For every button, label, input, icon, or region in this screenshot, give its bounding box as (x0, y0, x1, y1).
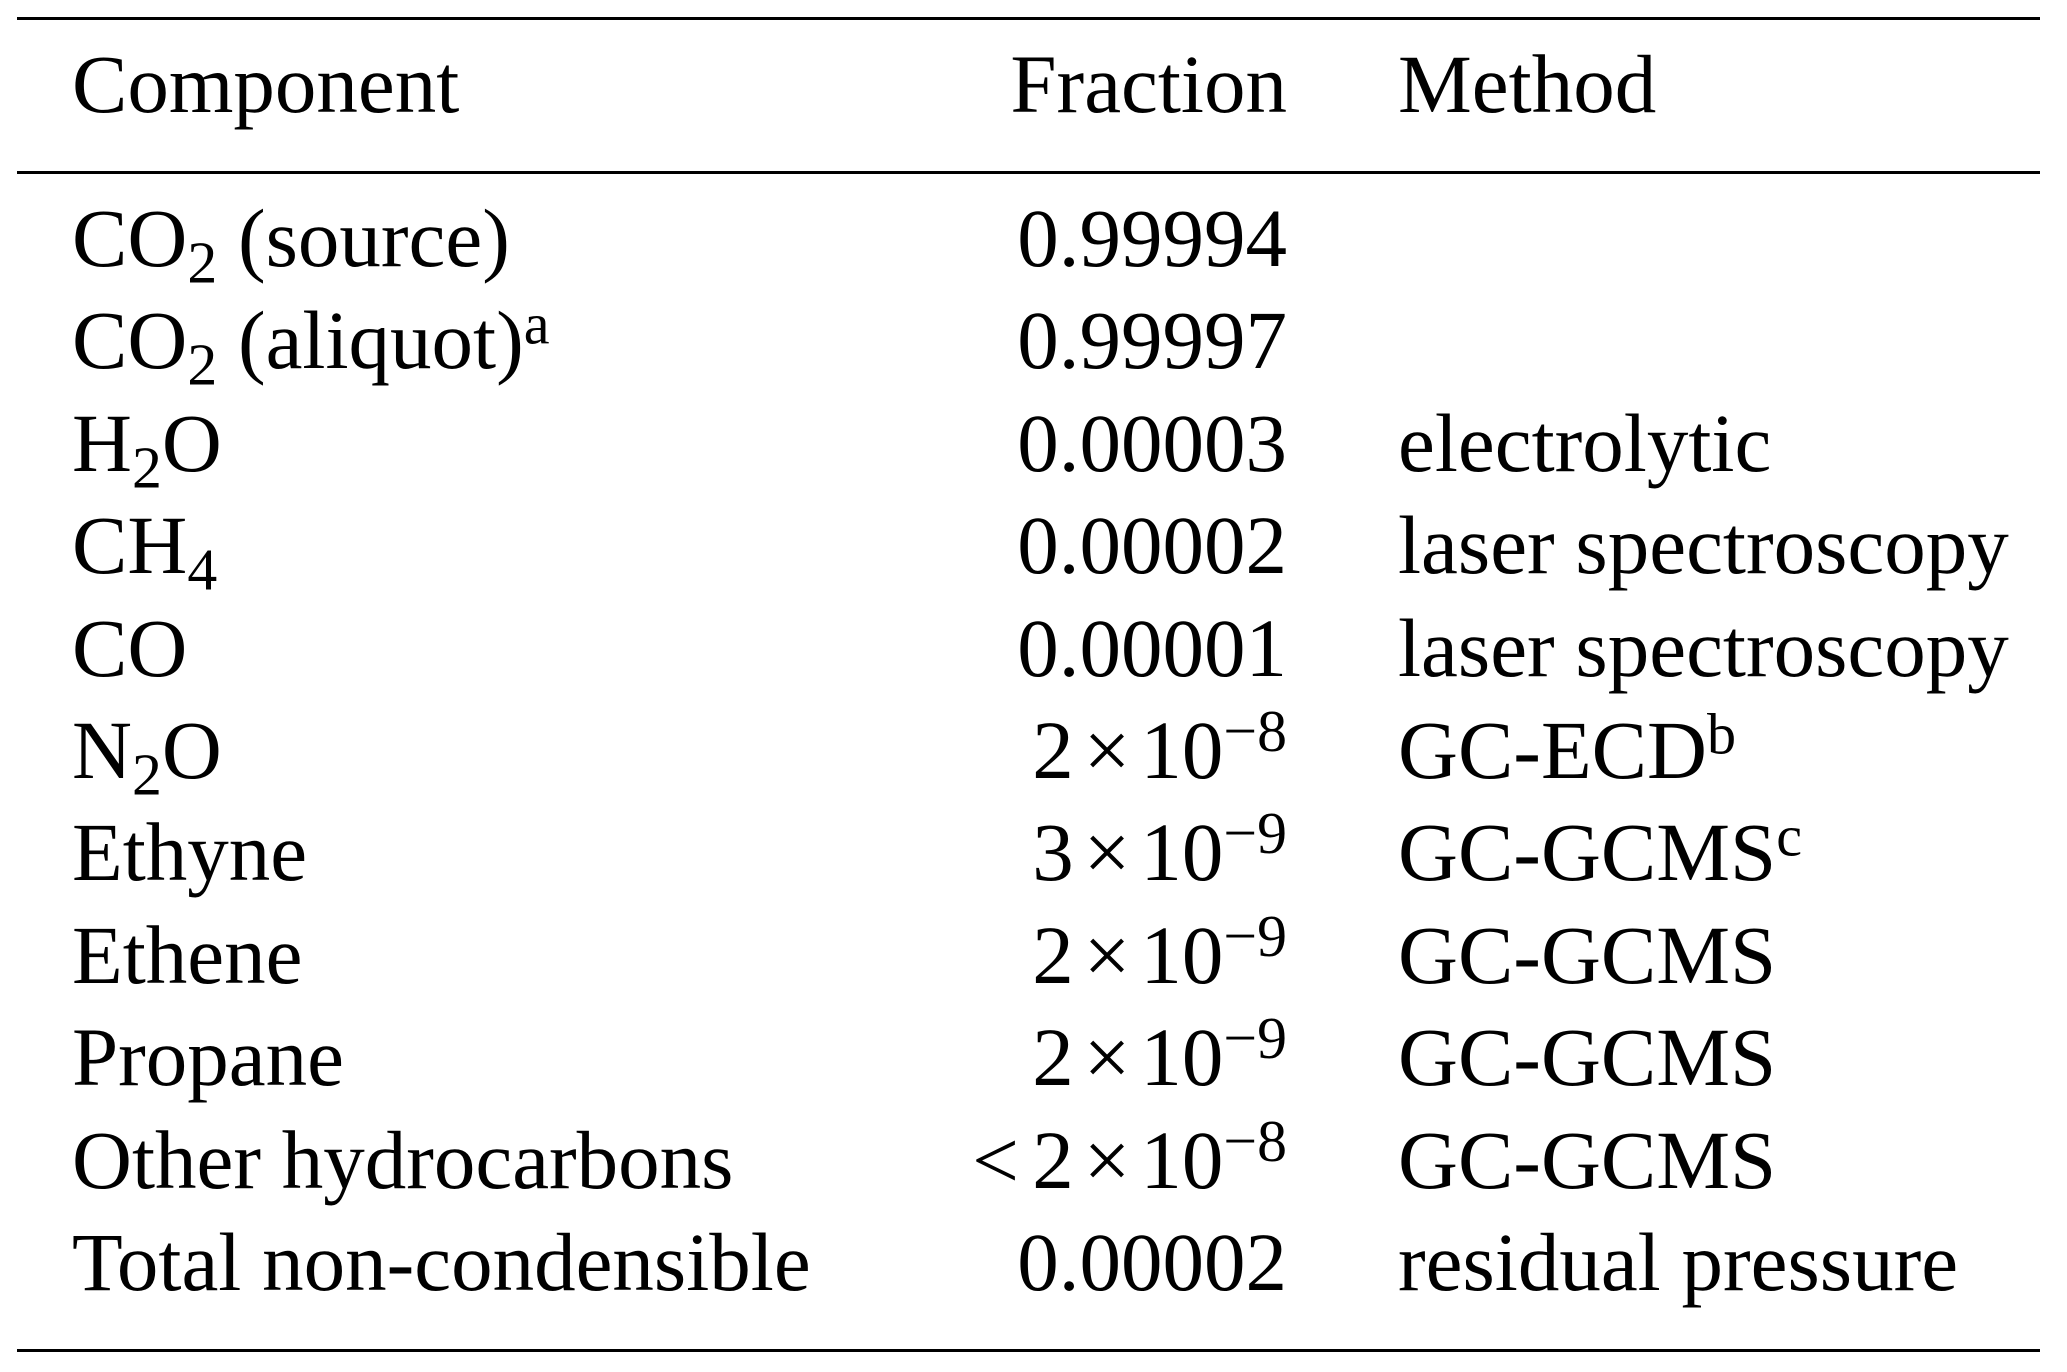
component-name: Ethyne (72, 806, 308, 898)
component-suffix: (aliquot) (217, 294, 524, 386)
base: 10 (1140, 704, 1224, 796)
fraction-cell: 0.00001 (1017, 607, 1287, 690)
times-sign: × (1083, 806, 1131, 898)
method-text: GC-GCMS (1398, 909, 1777, 1001)
component-cell: CO2 (aliquot)a (72, 295, 550, 395)
exponent: −9 (1223, 903, 1287, 970)
exponent: −9 (1223, 800, 1287, 867)
subscript: 2 (187, 331, 218, 398)
component-name: CO (72, 192, 188, 284)
fraction-cell: 2 × 10−8 (1032, 701, 1287, 792)
fraction-cell: 2 × 10−9 (1032, 906, 1287, 997)
component-cell: CO2 (source) (72, 197, 510, 293)
component-name: Other hydrocarbons (72, 1114, 734, 1206)
component-name: CH (72, 499, 188, 591)
times-sign: × (1083, 909, 1131, 1001)
component-cell: CH4 (72, 504, 217, 600)
component-name: CO (72, 294, 188, 386)
component-cell: Ethene (72, 914, 302, 997)
footnote-marker: a (523, 291, 550, 357)
component-name: Propane (72, 1011, 344, 1103)
component-cell: N2O (72, 709, 222, 805)
bottom-rule (17, 1349, 2040, 1352)
fraction-value: 0.00002 (1017, 1216, 1287, 1308)
fraction-cell: 0.99997 (1017, 299, 1287, 382)
subscript: 2 (131, 434, 162, 501)
header-rule (17, 171, 2040, 174)
exponent: −8 (1223, 698, 1287, 765)
subscript: 2 (187, 229, 218, 296)
times-sign: × (1083, 1114, 1131, 1206)
fraction-value: 0.00002 (1017, 499, 1287, 591)
fraction-value: 0.00001 (1017, 602, 1287, 694)
method-cell: GC-GCMSc (1398, 807, 1802, 894)
base: 10 (1140, 806, 1224, 898)
fraction-value: 0.99997 (1017, 294, 1287, 386)
header-method: Method (1398, 38, 1657, 130)
component-name: CO (72, 602, 188, 694)
fraction-cell: 2 × 10−9 (1032, 1008, 1287, 1099)
subscript: 4 (187, 536, 218, 603)
fraction-cell: 0.99994 (1017, 197, 1287, 280)
method-cell: GC-GCMS (1398, 914, 1776, 997)
subscript: 2 (131, 741, 162, 808)
component-suffix: (source) (217, 192, 510, 284)
fraction-cell: <2 × 10−8 (972, 1111, 1287, 1202)
method-text: electrolytic (1398, 397, 1772, 489)
method-text: GC-GCMS (1398, 1114, 1777, 1206)
component-cell: CO (72, 607, 187, 690)
component-cell: Propane (72, 1016, 344, 1099)
header-component: Component (72, 38, 460, 130)
method-cell: laser spectroscopy (1398, 504, 2009, 587)
component-cell: Total non-condensible (72, 1221, 811, 1304)
fraction-cell: 0.00002 (1017, 504, 1287, 587)
component-name: H (72, 397, 132, 489)
fraction-cell: 3 × 10−9 (1032, 803, 1287, 894)
exponent: −9 (1223, 1005, 1287, 1072)
base: 10 (1140, 1011, 1224, 1103)
mantissa: 2 (1032, 1011, 1074, 1103)
fraction-value: 0.99994 (1017, 192, 1287, 284)
component-name: Total non-condensible (72, 1216, 811, 1308)
method-cell: GC-GCMS (1398, 1016, 1776, 1099)
less-than-sign: < (972, 1114, 1019, 1206)
component-name: N (72, 704, 132, 796)
mantissa: 3 (1032, 806, 1074, 898)
method-text: GC-ECD (1398, 704, 1707, 796)
mantissa: 2 (1032, 1114, 1074, 1206)
method-text: laser spectroscopy (1398, 602, 2009, 694)
method-cell: residual pressure (1398, 1221, 1958, 1304)
component-name: Ethene (72, 909, 303, 1001)
component-cell: H2O (72, 402, 222, 498)
mantissa: 2 (1032, 909, 1074, 1001)
footnote-marker: c (1776, 803, 1802, 869)
fraction-cell: 0.00003 (1017, 402, 1287, 485)
times-sign: × (1083, 704, 1131, 796)
base: 10 (1140, 1114, 1224, 1206)
component-suffix: O (161, 397, 222, 489)
fraction-cell: 0.00002 (1017, 1221, 1287, 1304)
component-suffix: O (161, 704, 222, 796)
footnote-marker: b (1706, 701, 1736, 767)
component-cell: Other hydrocarbons (72, 1119, 734, 1202)
exponent: −8 (1223, 1108, 1287, 1175)
base: 10 (1140, 909, 1224, 1001)
times-sign: × (1083, 1011, 1131, 1103)
fraction-value: 0.00003 (1017, 397, 1287, 489)
method-cell: GC-GCMS (1398, 1119, 1776, 1202)
method-cell: laser spectroscopy (1398, 607, 2009, 690)
method-cell: GC-ECDb (1398, 705, 1736, 792)
header-fraction: Fraction (1010, 38, 1287, 130)
mantissa: 2 (1032, 704, 1074, 796)
method-text: GC-GCMS (1398, 1011, 1777, 1103)
top-rule (17, 17, 2040, 20)
component-cell: Ethyne (72, 811, 307, 894)
method-cell: electrolytic (1398, 402, 1771, 485)
method-text: residual pressure (1398, 1216, 1959, 1308)
method-text: GC-GCMS (1398, 806, 1777, 898)
method-text: laser spectroscopy (1398, 499, 2009, 591)
